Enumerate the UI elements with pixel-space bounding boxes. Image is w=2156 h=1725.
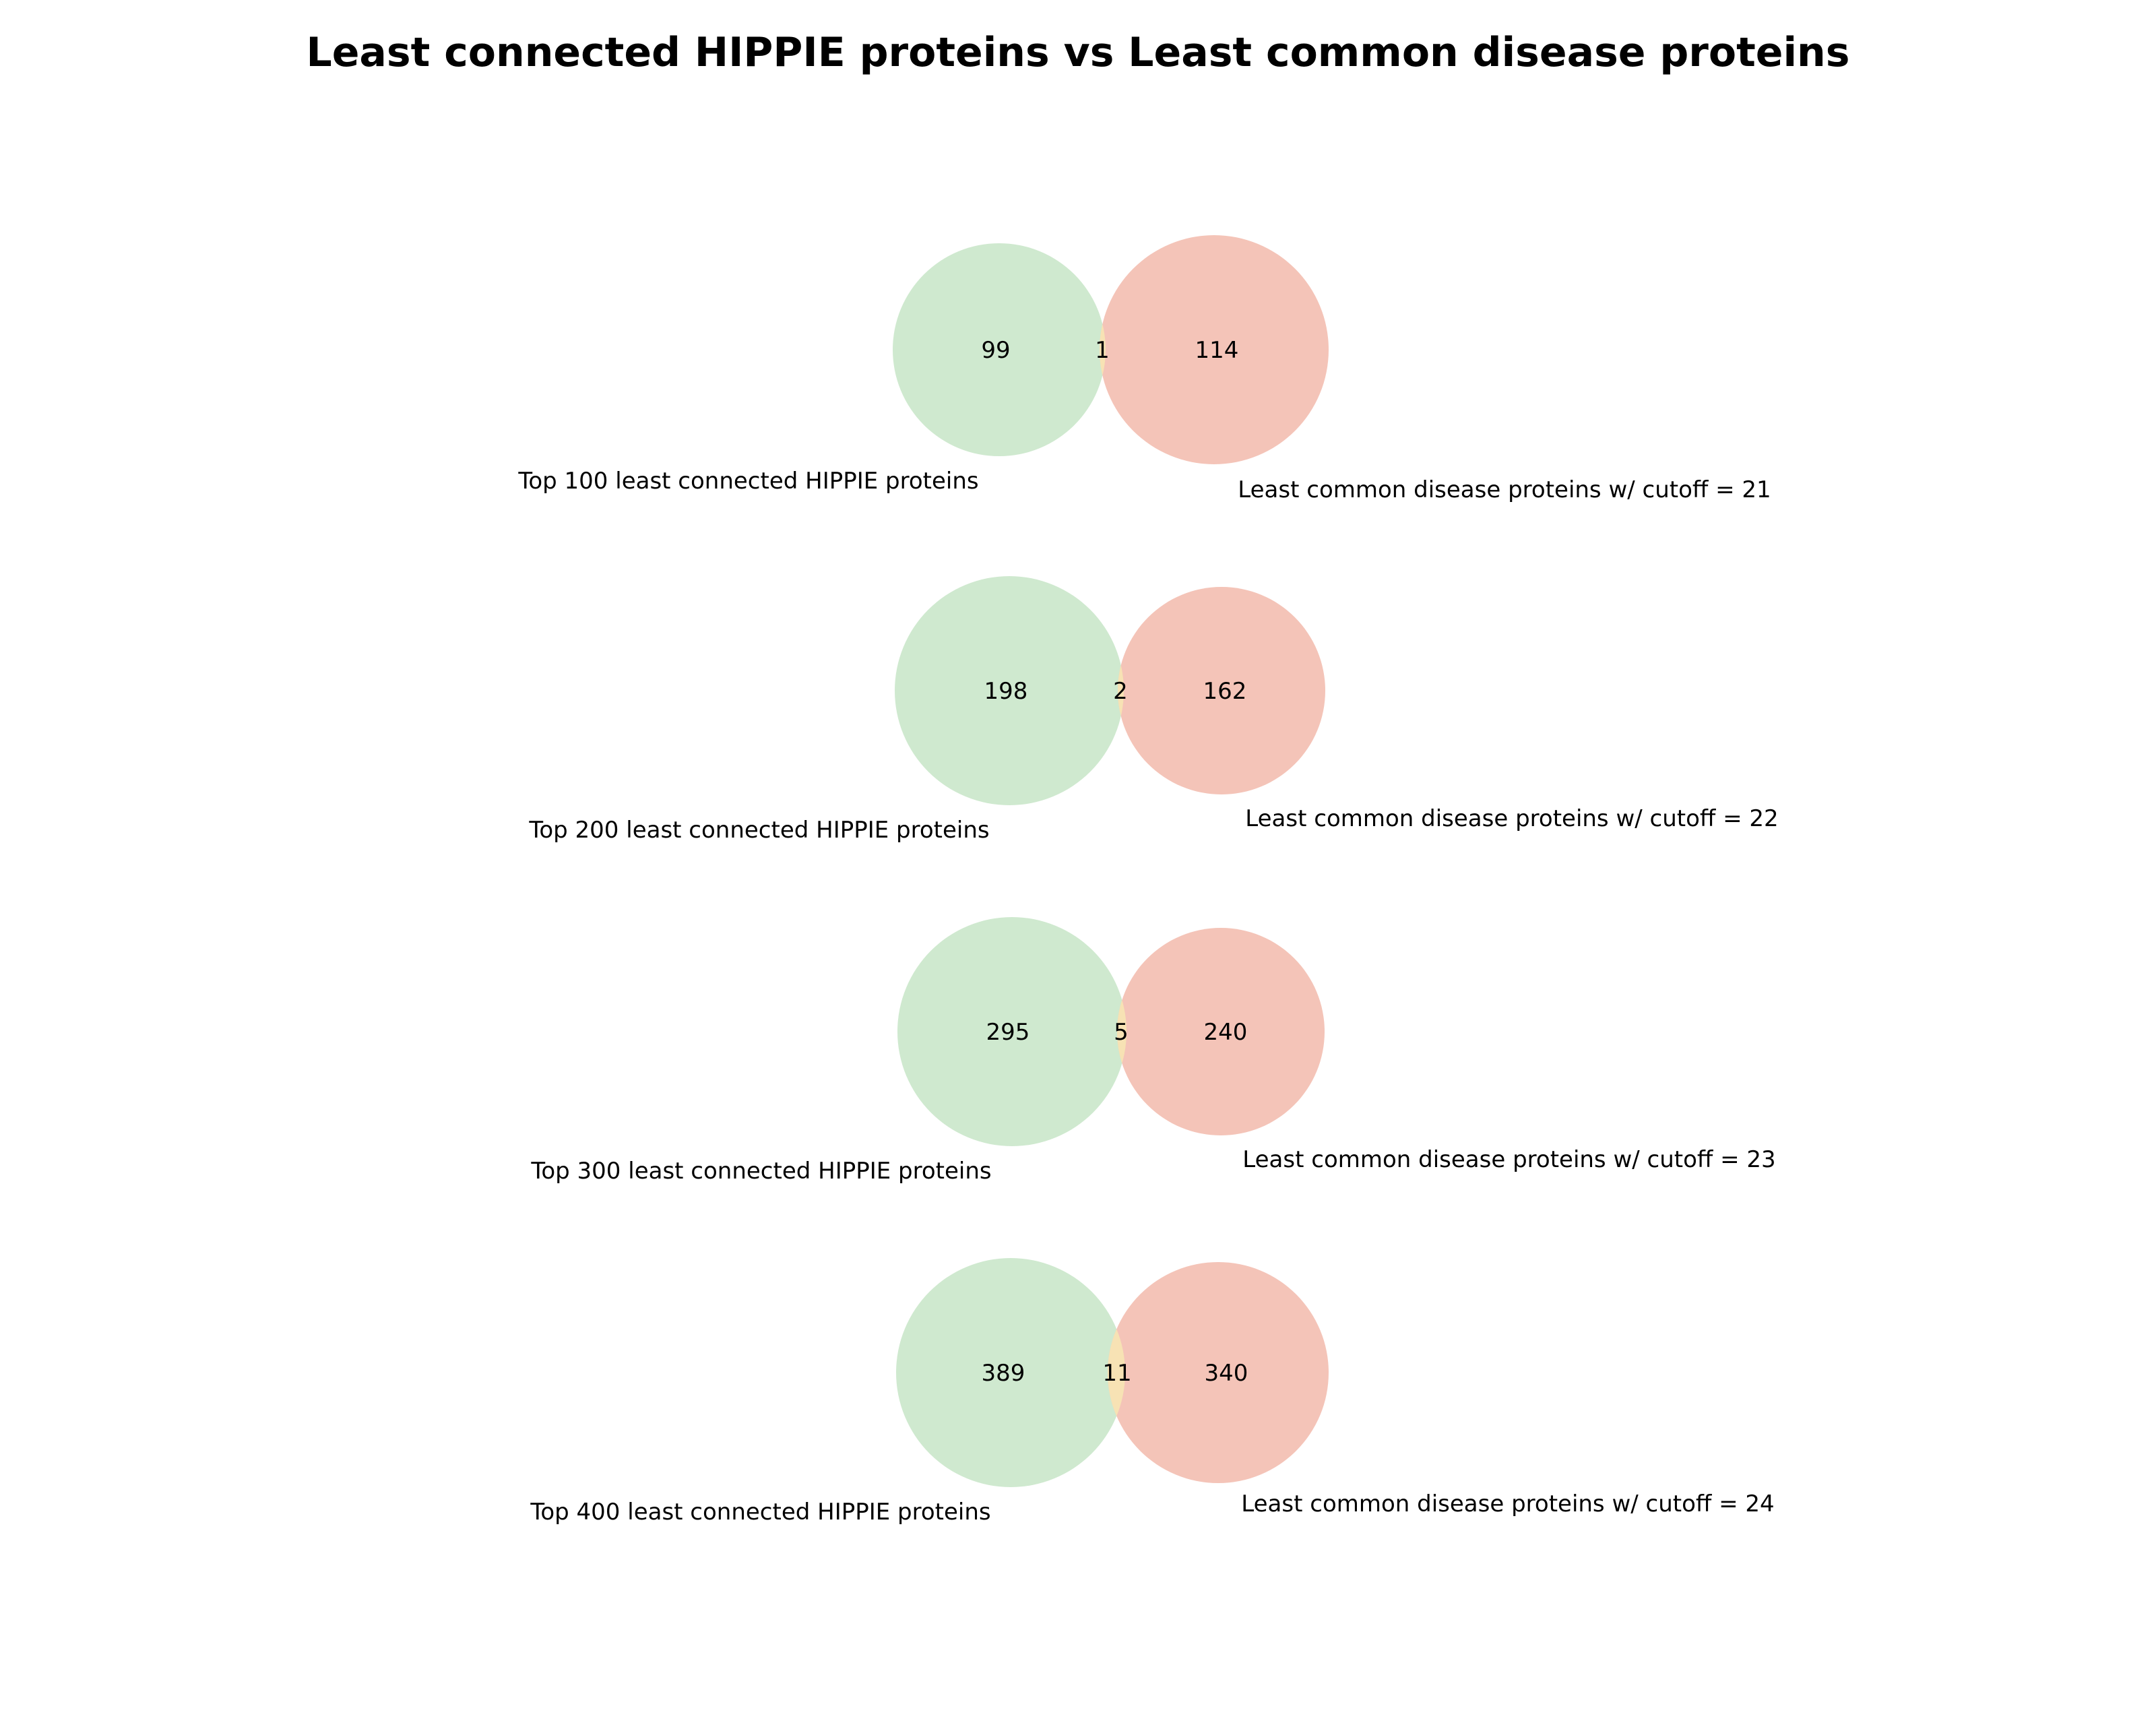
overlap-count: 2 <box>1113 678 1128 705</box>
right-set-label: Least common disease proteins w/ cutoff … <box>1245 805 1778 832</box>
left-set-circle <box>897 917 1127 1146</box>
left-set-circle <box>895 576 1124 805</box>
right-set-circle <box>1100 235 1329 464</box>
left-only-count: 389 <box>982 1360 1025 1387</box>
right-set-circle <box>1118 587 1325 794</box>
right-only-count: 162 <box>1203 678 1247 705</box>
left-set-label: Top 400 least connected HIPPIE proteins <box>530 1499 990 1526</box>
right-only-count: 240 <box>1204 1019 1248 1046</box>
left-only-count: 99 <box>981 337 1010 364</box>
figure-title: Least connected HIPPIE proteins vs Least… <box>307 29 1850 76</box>
right-set-circle <box>1108 1262 1329 1483</box>
left-set-label: Top 200 least connected HIPPIE proteins <box>528 817 989 844</box>
venn-diagram-3: 295 5 240 Top 300 least connected HIPPIE… <box>530 917 1776 1185</box>
venn-diagram-2: 198 2 162 Top 200 least connected HIPPIE… <box>528 576 1779 844</box>
overlap-count: 11 <box>1102 1360 1131 1387</box>
right-only-count: 114 <box>1195 337 1239 364</box>
overlap-count: 1 <box>1095 337 1110 364</box>
overlap-count: 5 <box>1114 1019 1129 1046</box>
left-set-circle <box>896 1258 1125 1487</box>
right-set-label: Least common disease proteins w/ cutoff … <box>1241 1491 1774 1517</box>
right-set-label: Least common disease proteins w/ cutoff … <box>1238 476 1771 503</box>
left-only-count: 295 <box>986 1019 1030 1046</box>
left-set-circle <box>893 243 1106 456</box>
left-only-count: 198 <box>984 678 1028 705</box>
left-set-label: Top 300 least connected HIPPIE proteins <box>530 1158 991 1185</box>
venn-diagram-4: 389 11 340 Top 400 least connected HIPPI… <box>530 1258 1775 1526</box>
left-set-label: Top 100 least connected HIPPIE proteins <box>517 468 978 495</box>
right-set-label: Least common disease proteins w/ cutoff … <box>1242 1146 1775 1173</box>
right-only-count: 340 <box>1205 1360 1248 1387</box>
venn-diagram-1: 99 1 114 Top 100 least connected HIPPIE … <box>517 235 1771 503</box>
right-set-circle <box>1117 928 1325 1135</box>
